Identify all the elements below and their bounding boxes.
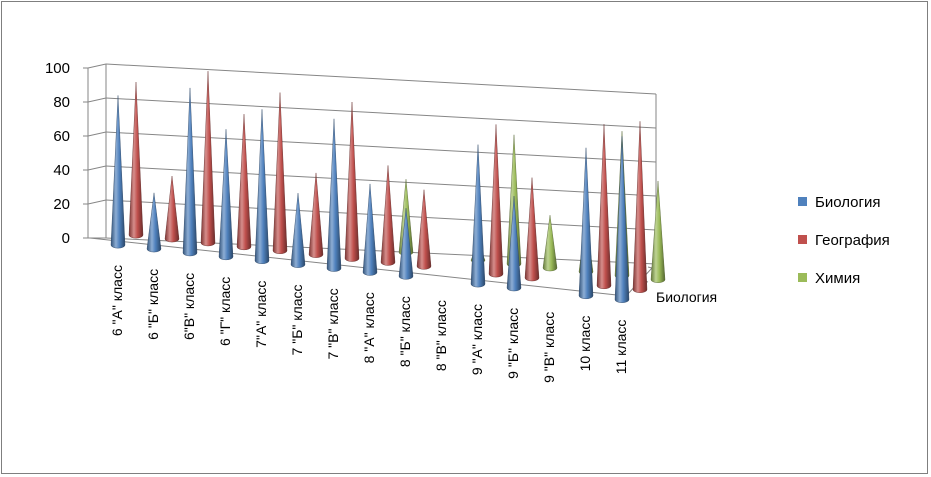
x-tick-label: 9 "В" класс (541, 312, 557, 383)
y-axis: 0 20 40 60 80 100 (45, 60, 88, 247)
cone-biology (470, 144, 486, 288)
x-tick-label: 9 "Б" класс (505, 308, 521, 379)
cone-geography (632, 121, 648, 293)
y-tick-label: 80 (53, 94, 70, 111)
cone-chemistry (542, 215, 558, 272)
x-tick-label: 6"В" класс (181, 273, 197, 340)
cone-biology (506, 196, 522, 292)
x-tick-label: 8 "А" класс (361, 292, 377, 363)
cone-geography (596, 124, 612, 290)
cone-geography (200, 71, 216, 247)
cone-geography (236, 114, 252, 251)
legend-label: Химия (815, 270, 860, 287)
x-tick-label: 8 "В" класс (433, 300, 449, 371)
x-tick-label: 11 класс (613, 320, 629, 375)
x-tick-label: 6 "Г" класс (217, 277, 233, 346)
gridline-side (87, 165, 107, 171)
y-tick-label: 20 (53, 196, 70, 213)
gridline (105, 97, 657, 129)
y-tick-label: 100 (45, 60, 70, 77)
legend-label: Биология (815, 194, 880, 211)
gridline (105, 199, 657, 231)
y-tick-label: 40 (53, 162, 70, 179)
gridline (105, 165, 657, 197)
cone-geography (308, 172, 324, 258)
cone-geography (416, 189, 432, 270)
legend-swatch (798, 235, 807, 244)
cone-geography (488, 124, 504, 278)
x-tick-label: 6 "Б" класс (145, 269, 161, 340)
x-tick-label: 7 "Б" класс (289, 285, 305, 356)
x-tick-label: 7 "В" класс (325, 288, 341, 359)
cone-geography (380, 165, 396, 266)
cone-biology (146, 192, 162, 253)
gridline-side (87, 63, 107, 69)
cone-biology (290, 193, 306, 268)
legend-label: География (815, 232, 890, 249)
x-tick-label: 10 класс (577, 316, 593, 372)
depth-axis-label: Биология (656, 289, 717, 305)
x-tick-label: 6 "А" класс (109, 265, 125, 336)
cone-biology (614, 136, 630, 303)
cone-biology (110, 95, 126, 249)
cone-geography (164, 176, 180, 243)
y-tick-label: 0 (62, 230, 70, 247)
cone-biology (254, 109, 270, 264)
legend-swatch (798, 197, 807, 206)
cone-biology (398, 208, 414, 280)
gridline-side (87, 199, 107, 205)
cone-geography (128, 82, 144, 239)
x-axis: 6 "А" класс 6 "Б" класс 6"В" класс 6 "Г" кл… (109, 265, 629, 383)
cone-biology (182, 87, 198, 257)
gridline (105, 63, 657, 95)
plot-cones (110, 71, 666, 303)
x-tick-label: 8 "Б" класс (397, 296, 413, 367)
cone-geography (344, 101, 360, 262)
gridline (105, 131, 657, 163)
y-tick-label: 60 (53, 128, 70, 145)
gridline-side (87, 131, 107, 137)
legend-swatch (798, 273, 807, 282)
gridline-side (87, 97, 107, 103)
cone-biology (578, 147, 594, 300)
floor-front-edge (89, 237, 627, 297)
gridline (105, 237, 657, 265)
cone-chemistry (650, 180, 666, 283)
cone-biology (326, 118, 342, 272)
x-tick-label: 7"А" класс (253, 281, 269, 348)
cone-biology (218, 129, 234, 261)
x-tick-label: 9 "А" класс (469, 304, 485, 375)
cone-biology (362, 183, 378, 276)
cone-geography (272, 92, 288, 254)
legend: Биология География Химия (798, 194, 890, 287)
cone-geography (524, 177, 540, 282)
